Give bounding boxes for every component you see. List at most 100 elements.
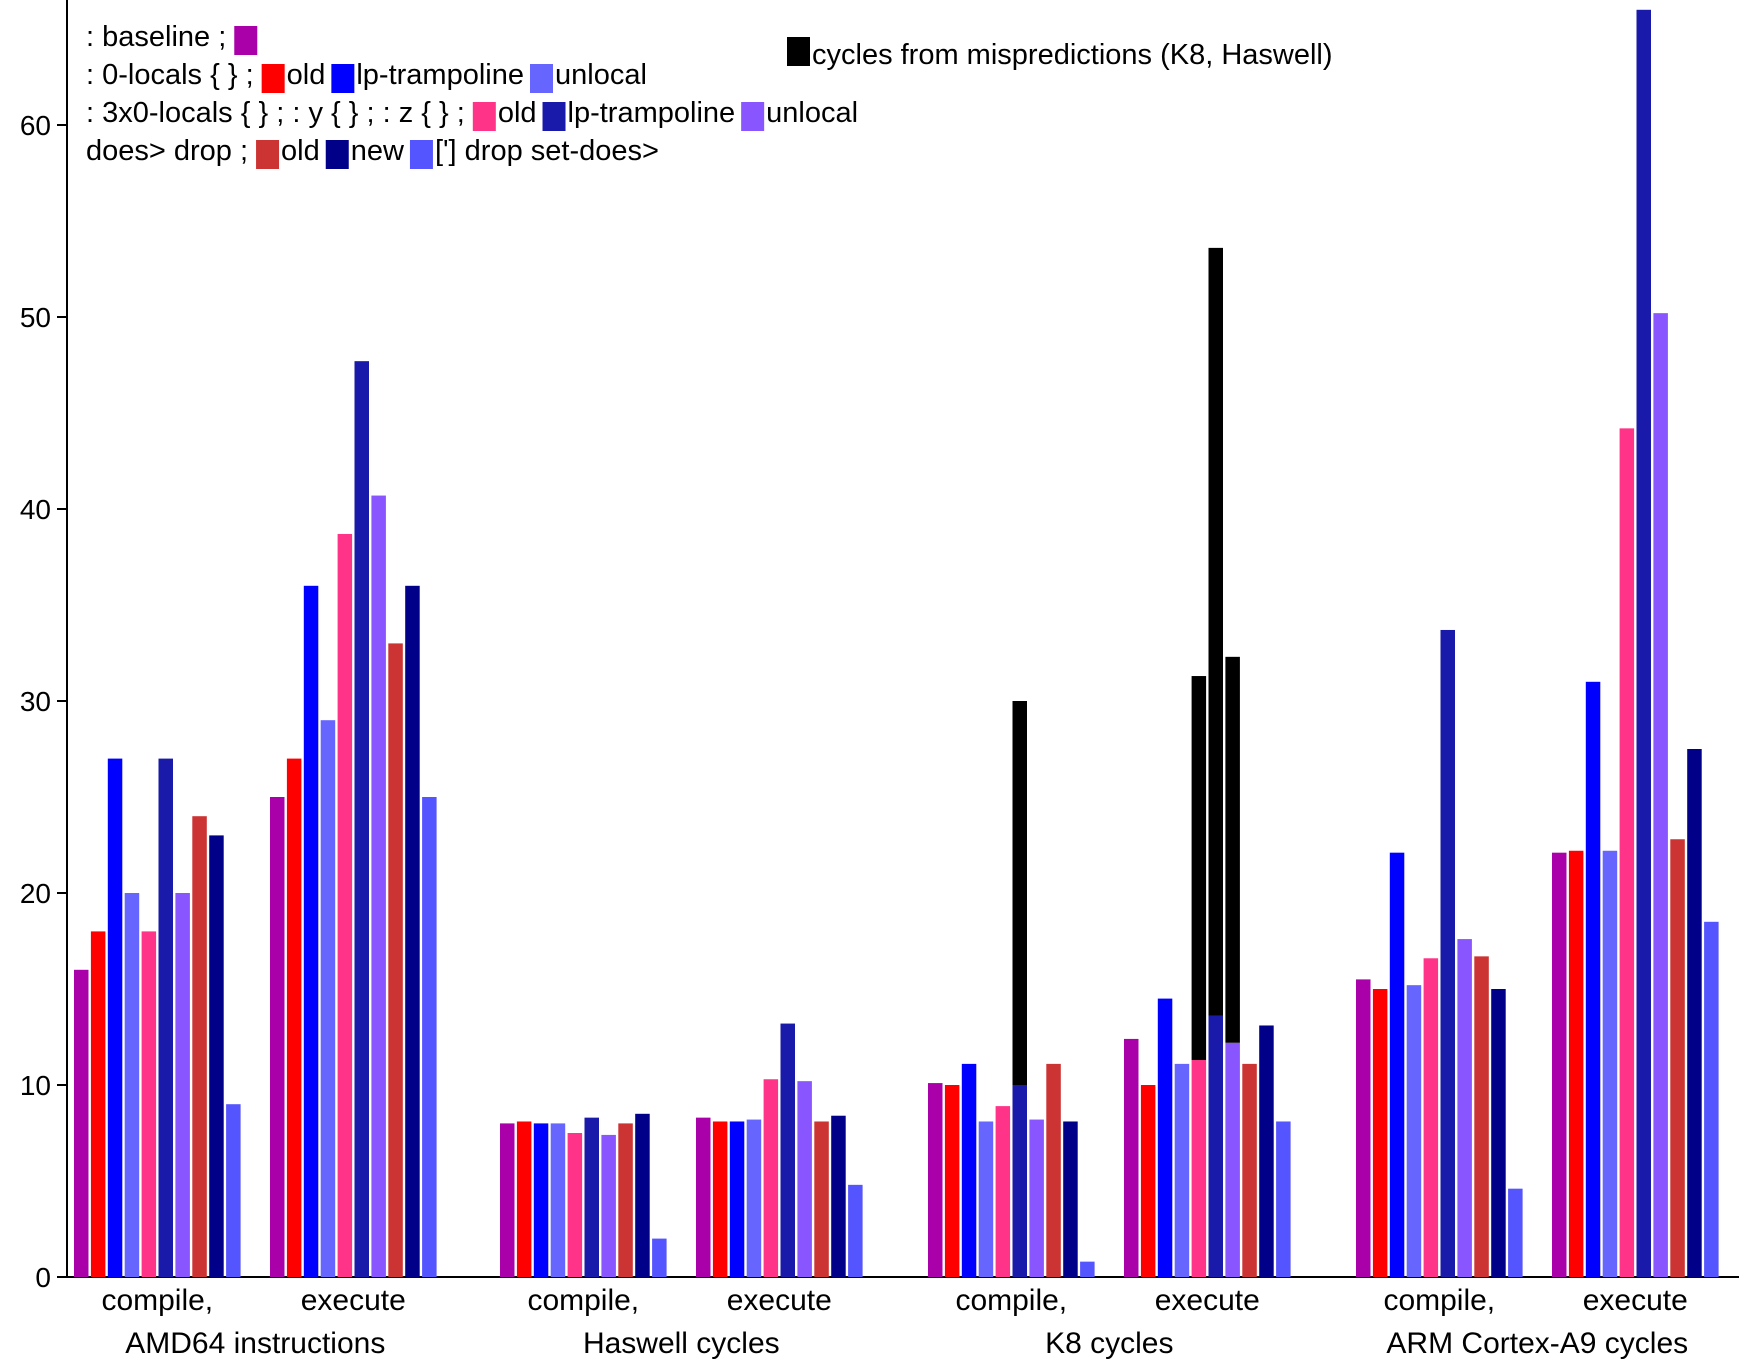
y-tick-label: 40 bbox=[20, 494, 51, 525]
bar bbox=[797, 1081, 812, 1277]
bar bbox=[320, 720, 336, 1277]
bar bbox=[337, 533, 353, 1277]
x-tick-label: execute bbox=[301, 1284, 406, 1317]
bar bbox=[209, 835, 224, 1277]
legend-swatch bbox=[256, 140, 280, 169]
bar bbox=[1619, 428, 1635, 1277]
bar bbox=[388, 643, 403, 1277]
bar bbox=[516, 1121, 532, 1277]
bar bbox=[635, 1113, 650, 1277]
misprediction-bar bbox=[1191, 676, 1207, 1061]
y-tick-label: 60 bbox=[20, 110, 51, 141]
bar bbox=[601, 1134, 616, 1277]
y-tick-label: 10 bbox=[20, 1070, 51, 1101]
bar bbox=[1140, 1085, 1156, 1277]
legend-row: : 3x0-locals { } ; : y { } ; : z { } ; ol… bbox=[86, 97, 858, 131]
bar bbox=[1457, 939, 1472, 1277]
bar bbox=[1208, 1015, 1223, 1277]
bar bbox=[1585, 681, 1601, 1277]
bar bbox=[1552, 852, 1567, 1277]
bar bbox=[270, 797, 285, 1277]
legend-entry-label: old bbox=[287, 59, 326, 91]
bar bbox=[175, 893, 190, 1277]
misprediction-bar bbox=[1012, 701, 1027, 1085]
bar bbox=[944, 1085, 960, 1277]
legend-row-label: : 0-locals { } ; bbox=[86, 59, 254, 91]
y-tick-label: 50 bbox=[20, 302, 51, 333]
legend-row-label: does> drop ; bbox=[86, 135, 248, 167]
legend-swatch bbox=[409, 140, 433, 169]
legend-row: does> drop ; old new ['] drop set-does> bbox=[86, 135, 659, 169]
bar bbox=[995, 1106, 1011, 1277]
bar bbox=[1276, 1121, 1291, 1277]
x-category-label: Haswell cycles bbox=[583, 1327, 780, 1360]
legend-swatch bbox=[261, 64, 285, 93]
bar bbox=[192, 816, 207, 1277]
bar-group bbox=[1552, 9, 1719, 1277]
y-tick-label: 0 bbox=[35, 1262, 51, 1293]
legend-swatch bbox=[234, 26, 258, 55]
misprediction-bar bbox=[1225, 656, 1240, 1043]
x-tick-label: compile, bbox=[1383, 1284, 1495, 1317]
legend-row: : baseline ; bbox=[86, 21, 258, 55]
bar bbox=[831, 1115, 846, 1277]
y-tick-label: 30 bbox=[20, 686, 51, 717]
bar-group bbox=[928, 701, 1095, 1277]
bar bbox=[1242, 1063, 1257, 1277]
bar bbox=[652, 1238, 667, 1277]
x-tick-label: compile, bbox=[101, 1284, 213, 1317]
bar bbox=[1356, 979, 1371, 1277]
x-tick-label: compile, bbox=[955, 1284, 1067, 1317]
bar bbox=[1389, 852, 1405, 1277]
misprediction-bar bbox=[1208, 247, 1223, 1016]
legend-row-label: : baseline ; bbox=[86, 21, 226, 53]
bar-group bbox=[1124, 247, 1291, 1277]
x-tick-label: execute bbox=[1583, 1284, 1688, 1317]
bar bbox=[158, 758, 173, 1277]
bar-group bbox=[270, 361, 437, 1277]
bar bbox=[1191, 1060, 1207, 1277]
bar bbox=[978, 1121, 994, 1277]
bar bbox=[226, 1104, 241, 1277]
legend-entry-label: unlocal bbox=[555, 59, 647, 91]
legend-entry-label: lp-trampoline bbox=[356, 59, 524, 91]
bar bbox=[1440, 629, 1455, 1277]
legend-swatch bbox=[472, 102, 496, 131]
bar bbox=[746, 1119, 762, 1277]
bar bbox=[1704, 921, 1719, 1277]
legend-entry-label: unlocal bbox=[766, 97, 858, 129]
bar bbox=[1602, 850, 1618, 1277]
bar bbox=[422, 797, 437, 1277]
bar bbox=[1157, 998, 1173, 1277]
chart-legend: : baseline ; : 0-locals { } ; old lp-trampo… bbox=[86, 21, 1333, 169]
bar bbox=[550, 1123, 566, 1277]
bar bbox=[928, 1083, 943, 1277]
bar bbox=[1406, 985, 1422, 1277]
legend-swatch bbox=[741, 102, 765, 131]
bar bbox=[729, 1121, 745, 1277]
bar-group bbox=[74, 758, 241, 1277]
legend-swatch bbox=[325, 140, 349, 169]
bar bbox=[1029, 1119, 1044, 1277]
bar bbox=[1474, 956, 1489, 1277]
legend-swatch bbox=[530, 64, 553, 93]
bar-group bbox=[696, 1023, 863, 1277]
bar bbox=[1653, 313, 1668, 1277]
bar bbox=[1670, 839, 1685, 1277]
legend-swatch bbox=[787, 37, 810, 66]
bar bbox=[1174, 1063, 1190, 1277]
legend-swatch bbox=[542, 102, 566, 131]
bar bbox=[303, 585, 319, 1277]
x-axis-labels: compile, AMD64 instructions execute compile… bbox=[101, 1284, 1688, 1360]
bar bbox=[1568, 850, 1584, 1277]
bar bbox=[1124, 1038, 1139, 1277]
bar bbox=[286, 758, 302, 1277]
bar bbox=[1687, 749, 1702, 1277]
chart-bars bbox=[74, 9, 1719, 1277]
legend-entry-label: old bbox=[281, 135, 320, 167]
x-category-label: K8 cycles bbox=[1045, 1327, 1173, 1360]
bar bbox=[533, 1123, 549, 1277]
bar bbox=[712, 1121, 728, 1277]
x-category-label: ARM Cortex-A9 cycles bbox=[1386, 1327, 1688, 1360]
